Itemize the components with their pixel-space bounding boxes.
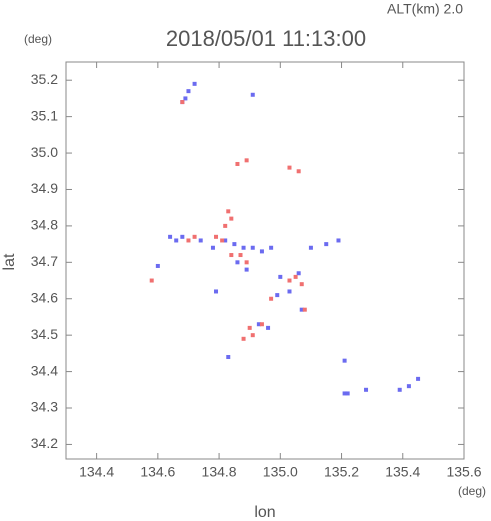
- data-point: [149, 278, 154, 283]
- data-point: [259, 249, 264, 254]
- y-tick-label: 34.9: [31, 180, 58, 196]
- data-point: [308, 245, 313, 250]
- data-point: [342, 358, 347, 363]
- x-unit: (deg): [458, 484, 486, 498]
- plot-frame: [65, 61, 465, 460]
- data-point: [244, 158, 249, 163]
- data-point: [247, 325, 252, 330]
- y-tick-label: 34.5: [31, 326, 58, 342]
- data-point: [210, 245, 215, 250]
- data-point: [235, 161, 240, 166]
- data-point: [226, 209, 231, 214]
- data-point: [192, 81, 197, 86]
- data-point: [266, 325, 271, 330]
- y-tick-label: 34.7: [31, 253, 58, 269]
- data-point: [229, 216, 234, 221]
- chart-title: 2018/05/01 11:13:00: [166, 26, 366, 51]
- y-tick-label: 34.3: [31, 399, 58, 415]
- data-point: [287, 165, 292, 170]
- x-tick-label: 135.4: [385, 464, 420, 480]
- data-point: [180, 234, 185, 239]
- data-point: [296, 169, 301, 174]
- y-tick-label: 34.4: [31, 362, 58, 378]
- data-point: [198, 238, 203, 243]
- data-point: [269, 296, 274, 301]
- data-point: [296, 271, 301, 276]
- data-point: [259, 322, 264, 327]
- data-point: [183, 96, 188, 101]
- x-tick-label: 135.0: [263, 464, 298, 480]
- data-point: [186, 238, 191, 243]
- x-tick-label: 135.2: [324, 464, 359, 480]
- x-tick-label: 134.8: [202, 464, 237, 480]
- data-point: [397, 387, 402, 392]
- y-axis-label: lat: [1, 253, 18, 270]
- data-point: [168, 234, 173, 239]
- data-point: [250, 333, 255, 338]
- y-tick-label: 35.0: [31, 144, 58, 160]
- y-tick-label: 34.8: [31, 217, 58, 233]
- data-point: [302, 307, 307, 312]
- data-point: [180, 100, 185, 105]
- data-point: [269, 245, 274, 250]
- data-point: [345, 391, 350, 396]
- data-point: [244, 267, 249, 272]
- data-point: [223, 223, 228, 228]
- y-tick-label: 35.1: [31, 107, 58, 123]
- data-point: [229, 253, 234, 258]
- data-point: [287, 289, 292, 294]
- data-point: [235, 260, 240, 265]
- data-point: [214, 289, 219, 294]
- data-point: [232, 242, 237, 247]
- data-point: [293, 274, 298, 279]
- x-tick-label: 134.4: [79, 464, 114, 480]
- data-point: [250, 245, 255, 250]
- y-tick-label: 35.2: [31, 71, 58, 87]
- data-point: [416, 376, 421, 381]
- data-point: [287, 278, 292, 283]
- data-point: [256, 322, 261, 327]
- x-tick-label: 135.6: [446, 464, 481, 480]
- data-point: [250, 92, 255, 97]
- data-point: [342, 391, 347, 396]
- data-point: [244, 260, 249, 265]
- data-point: [174, 238, 179, 243]
- data-point: [336, 238, 341, 243]
- y-tick-label: 34.6: [31, 289, 58, 305]
- data-point: [324, 242, 329, 247]
- data-point: [192, 234, 197, 239]
- data-point: [186, 89, 191, 94]
- data-point: [214, 234, 219, 239]
- y-tick-label: 34.2: [31, 435, 58, 451]
- data-point: [226, 355, 231, 360]
- data-point: [220, 238, 225, 243]
- y-unit: (deg): [24, 32, 52, 46]
- chart-subtitle: ALT(km) 2.0: [387, 1, 463, 17]
- data-point: [406, 384, 411, 389]
- data-point: [155, 263, 160, 268]
- x-tick-label: 134.6: [140, 464, 175, 480]
- data-point: [299, 307, 304, 312]
- data-point: [364, 387, 369, 392]
- data-point: [299, 282, 304, 287]
- data-point: [241, 245, 246, 250]
- data-point: [241, 336, 246, 341]
- data-point: [223, 238, 228, 243]
- data-point: [238, 253, 243, 258]
- data-point: [278, 274, 283, 279]
- data-point: [275, 293, 280, 298]
- x-axis-label: lon: [254, 504, 275, 521]
